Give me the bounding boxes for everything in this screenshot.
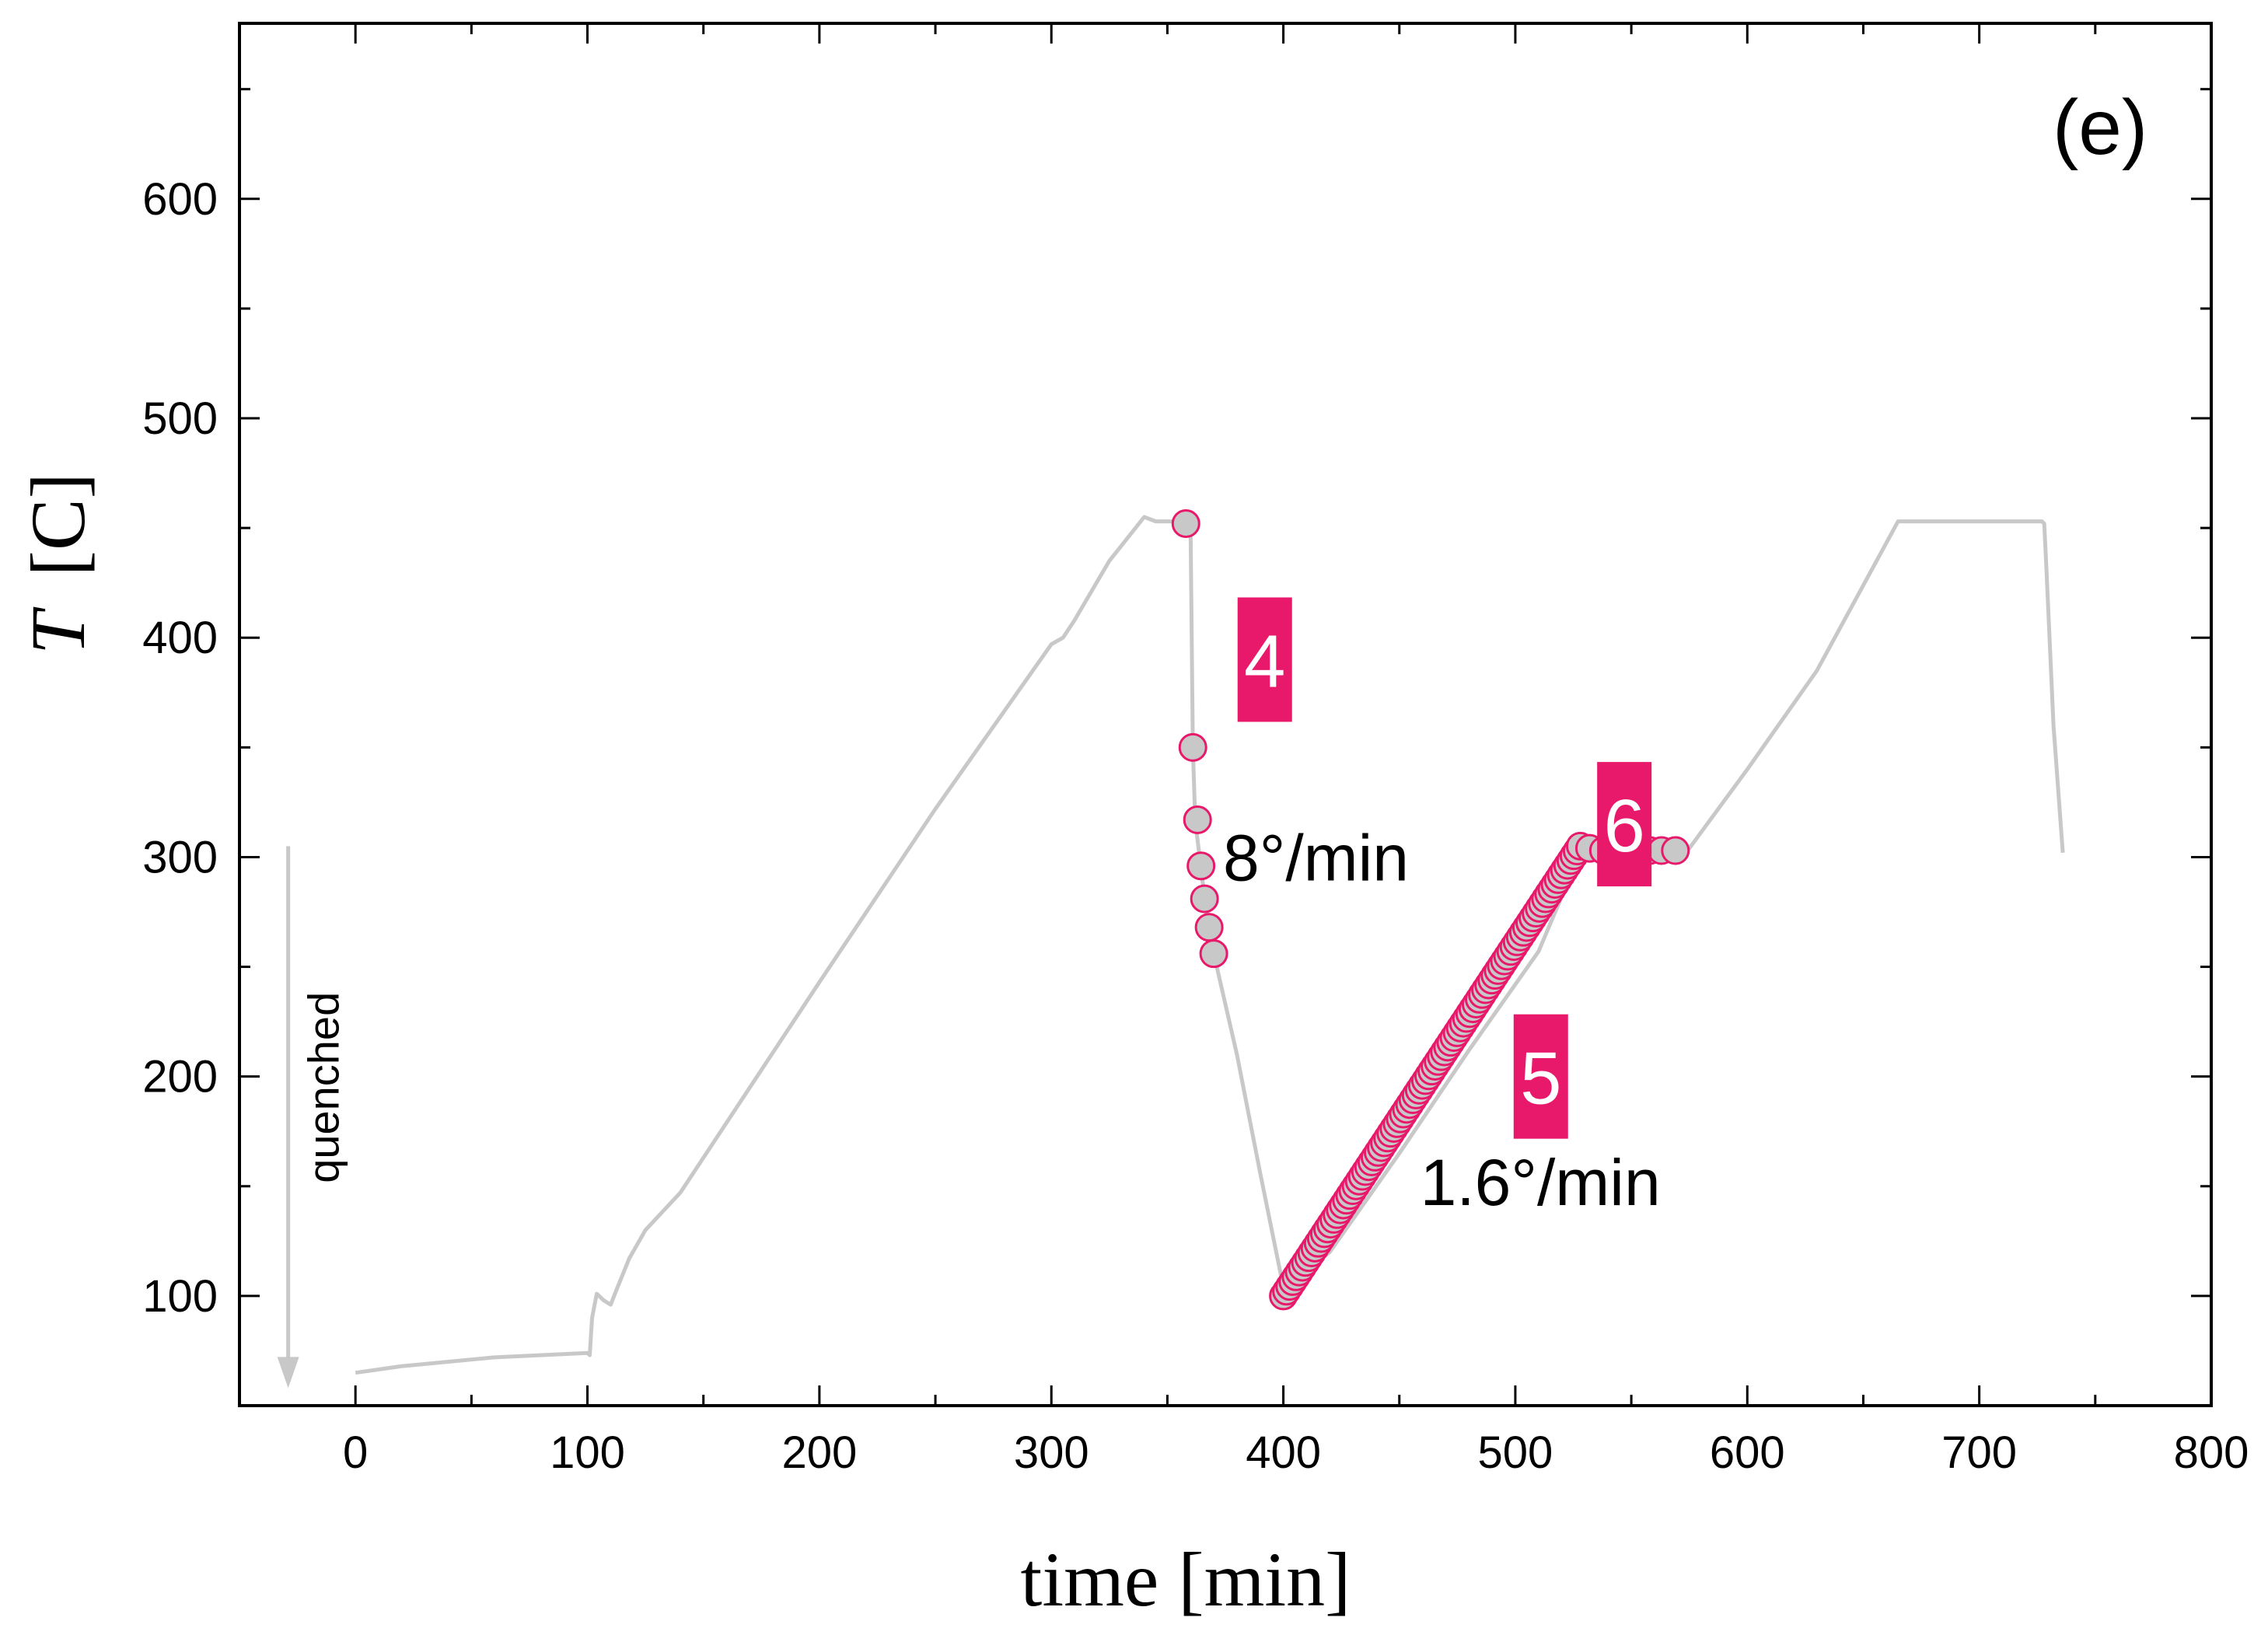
x-tick-label: 400 — [1246, 1427, 1321, 1478]
quench-arrow-head — [277, 1357, 299, 1389]
data-point — [1194, 913, 1224, 942]
quench-label: quenched — [299, 992, 348, 1183]
y-axis-symbol: T — [15, 606, 101, 655]
x-tick-label: 700 — [1941, 1427, 2017, 1478]
plot-frame — [238, 22, 2213, 1407]
data-point — [1186, 851, 1216, 881]
stage-label: 4 — [1244, 620, 1285, 703]
x-tick-label: 800 — [2174, 1427, 2249, 1478]
x-tick-label: 100 — [550, 1427, 625, 1478]
data-point — [1661, 836, 1690, 865]
y-tick-label: 400 — [142, 613, 218, 663]
stage-label: 5 — [1520, 1037, 1561, 1120]
x-tick-label: 300 — [1014, 1427, 1089, 1478]
x-tick-label: 0 — [343, 1427, 368, 1478]
x-tick-label: 200 — [781, 1427, 857, 1478]
y-tick-label: 200 — [142, 1052, 218, 1102]
rate-label: 1.6°/min — [1421, 1146, 1661, 1219]
stage-label: 6 — [1603, 784, 1644, 868]
tick-layer: 0 100 200 300 400 500 600 700 800 100 200 300 400 500… — [142, 23, 2249, 1478]
data-point — [1171, 508, 1200, 538]
panel-label: (e) — [2053, 84, 2147, 171]
data-point — [1190, 884, 1219, 914]
stage-box — [1597, 762, 1652, 887]
y-tick-label: 100 — [142, 1271, 218, 1322]
y-tick-label: 300 — [142, 832, 218, 882]
data-point — [1199, 939, 1228, 969]
stage-box — [1513, 1014, 1568, 1139]
x-tick-label: 600 — [1710, 1427, 1785, 1478]
y-axis-label: T [C] — [15, 473, 101, 655]
y-axis-unit: [C] — [15, 473, 101, 576]
x-axis-label: time [min] — [1021, 1536, 1351, 1623]
rate-label: 8°/min — [1223, 821, 1409, 894]
data-point — [1183, 805, 1212, 834]
data-point — [1178, 732, 1207, 762]
y-tick-label: 600 — [142, 174, 218, 225]
temperature-trace — [355, 515, 2065, 1375]
x-tick-label: 500 — [1478, 1427, 1553, 1478]
y-tick-label: 500 — [142, 393, 218, 444]
series-layer — [355, 508, 2065, 1375]
annotation-layer: 4 6 5 8°/min 1.6°/min quenched — [277, 597, 1661, 1389]
stage-box — [1237, 597, 1292, 722]
